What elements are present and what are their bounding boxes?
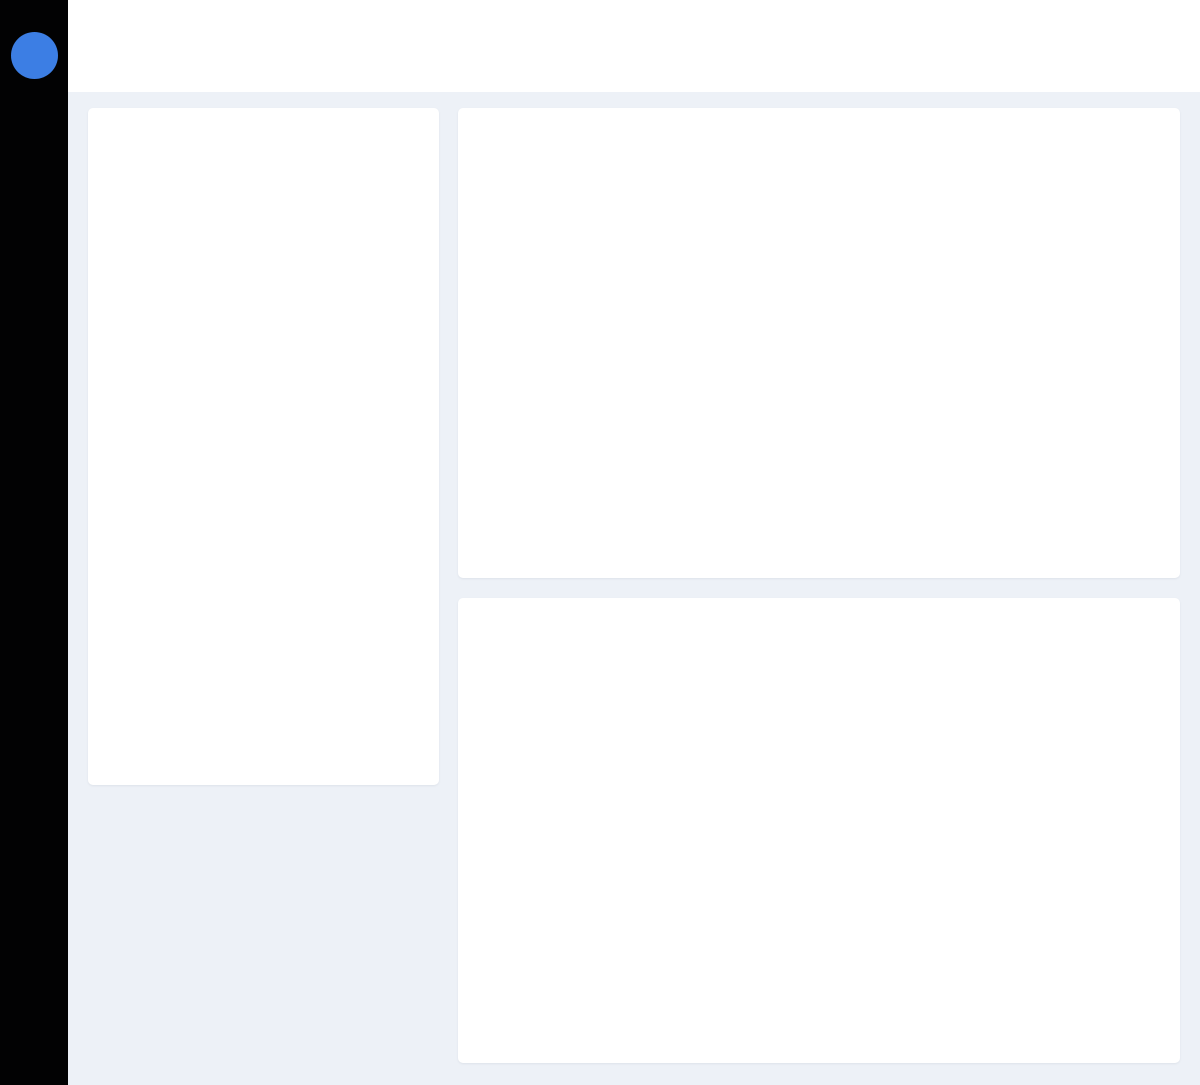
- market-data-quantity-card: [458, 108, 1180, 578]
- main-content: [68, 92, 1200, 1085]
- distribution-channel-card: [88, 108, 439, 785]
- avatar[interactable]: [10, 32, 58, 79]
- right-column: [458, 108, 1180, 1063]
- last-updated-row: [88, 21, 1200, 36]
- topbar: [68, 0, 1200, 92]
- sidebar: [0, 0, 68, 1085]
- market-data-price-card: [458, 598, 1180, 1063]
